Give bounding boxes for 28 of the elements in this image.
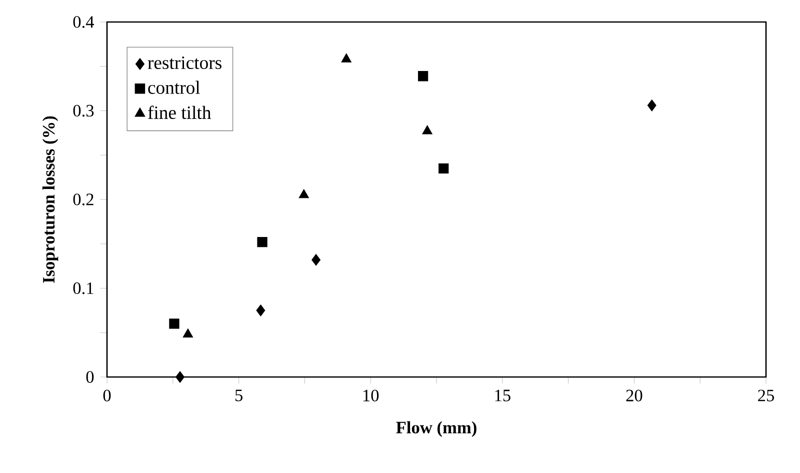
point xyxy=(182,328,194,338)
y-tick-label: 0.3 xyxy=(73,104,94,117)
point xyxy=(312,254,321,266)
point xyxy=(438,163,449,174)
x-tick-label: 15 xyxy=(495,390,510,402)
x-tick-label: 20 xyxy=(626,390,642,402)
point xyxy=(256,304,266,316)
point xyxy=(298,189,310,198)
point xyxy=(257,237,268,248)
legend-label: control xyxy=(148,80,200,94)
point xyxy=(176,371,184,383)
y-tick-label: 0.1 xyxy=(73,282,94,294)
point xyxy=(422,125,432,134)
y-tick-label: 0.4 xyxy=(73,16,94,28)
y-tick-label: 0 xyxy=(86,371,94,383)
x-tick-label: 10 xyxy=(363,390,379,402)
legend-label: restrictors xyxy=(148,56,222,70)
legend-label: fine tilth xyxy=(148,106,212,120)
x-axis-title: Flow (mm) xyxy=(396,421,476,437)
point xyxy=(341,53,352,62)
y-axis-title: Isoproturon losses (%) xyxy=(42,116,58,283)
x-tick-label: 0 xyxy=(103,390,111,402)
point xyxy=(647,100,656,112)
y-tick-label: 0.2 xyxy=(73,194,94,206)
x-tick-label: 25 xyxy=(758,390,774,402)
point xyxy=(418,71,428,82)
x-tick-label: 5 xyxy=(235,390,242,402)
point xyxy=(169,318,180,329)
